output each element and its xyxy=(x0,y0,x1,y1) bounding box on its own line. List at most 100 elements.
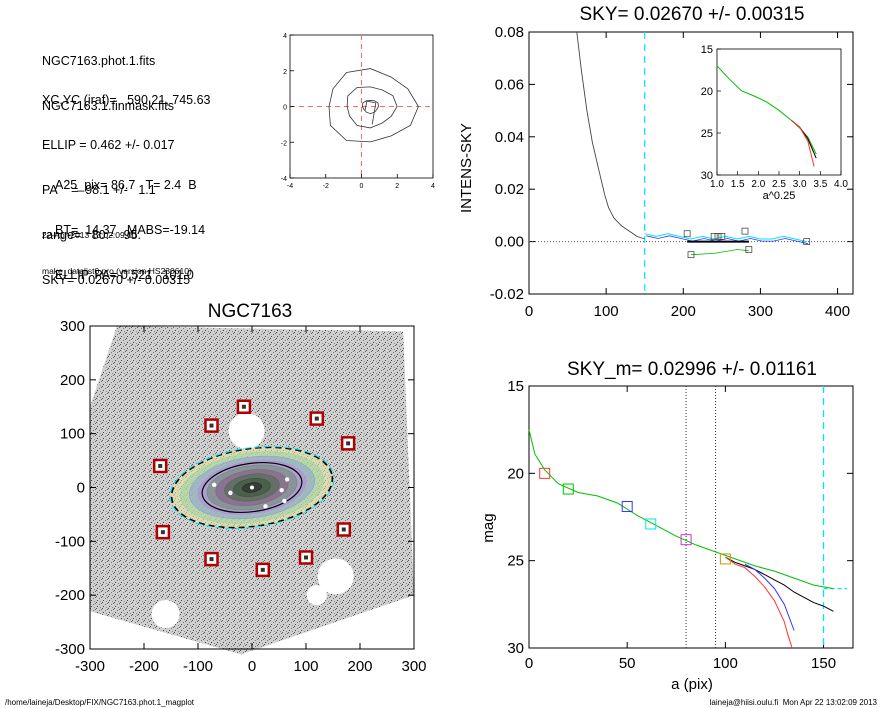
sky-xtick-label: 200 xyxy=(671,303,696,320)
mag-marker xyxy=(645,518,657,530)
sky-ytick-label: 0.02 xyxy=(495,181,524,198)
sky-marker xyxy=(745,246,753,253)
galaxy-ytick-label: 100 xyxy=(60,426,85,443)
galaxy-frame-top xyxy=(89,325,415,650)
mag-ytick-label: 15 xyxy=(507,378,524,395)
sky-step-line xyxy=(646,235,809,245)
sky-value: SKY= 0.02670 +/- 0.00315 xyxy=(42,273,191,287)
sky-marker xyxy=(683,230,691,238)
sky-marker xyxy=(741,227,749,235)
mag-series-line xyxy=(528,429,834,590)
fit-range: range= 80.- 95. xyxy=(42,228,142,242)
mag-marker xyxy=(719,553,731,565)
contour-xtick-label: -4 xyxy=(287,183,293,190)
mask-square-core xyxy=(241,404,246,409)
contour-ytick-label: 4 xyxy=(283,33,287,40)
mag-xtick-label: 0 xyxy=(525,655,533,672)
mag-series-line xyxy=(744,563,795,631)
contour-xtick-label: 2 xyxy=(395,183,399,190)
contour-line xyxy=(346,86,398,129)
sky-xtick-label: 100 xyxy=(594,303,619,320)
mag-xtick-label: 100 xyxy=(713,655,738,672)
galaxy-ytick-label: -300 xyxy=(55,641,85,658)
sky-frame xyxy=(528,31,854,295)
contour-plot: -4 -2 0 2 4 -4 -2 0 2 4 xyxy=(281,33,435,190)
galaxy-xtick-label: -200 xyxy=(129,658,159,675)
sky-step-line xyxy=(690,249,749,256)
mag-marker xyxy=(680,534,692,546)
sky-xtick-label: 0 xyxy=(525,303,533,320)
image-filename: NGC7163.phot.1.fits xyxy=(42,54,156,68)
contour-ytick-label: -2 xyxy=(281,140,287,147)
sky-ytick-label: -0.02 xyxy=(490,286,524,303)
sky-step-line xyxy=(644,233,807,243)
galaxy-ytick-label: 0 xyxy=(77,480,85,497)
mag-ytick-label: 25 xyxy=(507,553,524,570)
contour-ytick-label: -4 xyxy=(281,176,287,183)
mag-xtick-label: 50 xyxy=(619,655,636,672)
inset-xtick-label: 1.0 xyxy=(710,179,724,190)
mag-xlabel: a (pix) xyxy=(671,676,713,693)
mag-marker xyxy=(539,467,551,479)
galaxy-xtick-label: 100 xyxy=(293,658,318,675)
mask-square-core xyxy=(260,567,265,572)
star-dot xyxy=(263,504,268,509)
mag-xtick-label: 150 xyxy=(811,655,836,672)
sky-ellipse xyxy=(169,446,335,529)
run-info: 22-Apr-2013 13:02:09.00 make_datalist0.p… xyxy=(42,205,192,289)
mag-ytick-label: 30 xyxy=(507,640,524,657)
mask-square-core xyxy=(304,555,308,560)
fit-parameters: XC,YC (iraf)= 590.21, 745.63 ELLIP = 0.4… xyxy=(42,63,211,303)
galaxy-ytick-label: -200 xyxy=(55,587,85,604)
galaxy-xtick-label: 200 xyxy=(347,658,372,675)
galaxy-plot: NGC7163 -300 -200 -100 0 100 200 300 -300 -200 -1… xyxy=(55,301,427,675)
galaxy-ytick-label: 200 xyxy=(60,372,85,389)
mag-ytick-label: 20 xyxy=(507,465,524,482)
sky-ytick-label: 0.00 xyxy=(495,234,524,251)
masked-region xyxy=(317,558,354,595)
inset-ytick-label: 30 xyxy=(701,170,713,182)
mask-square-core xyxy=(209,557,214,562)
file-list: NGC7163.phot.1.fits NGC7163.1.finmask.fi… xyxy=(42,24,174,129)
inset-xtick-label: 2.5 xyxy=(772,179,786,190)
run-date: 22-Apr-2013 13:02:09.00 xyxy=(42,230,137,240)
bt-line: BT= 14.37 MABS=-19.14 xyxy=(55,223,206,237)
sky-ytick-label: 0.04 xyxy=(495,129,524,146)
ellip-pa-line: ELLIP, PA= 0.521 101.0 xyxy=(55,268,194,282)
sky-marker xyxy=(714,233,722,240)
mask-square-core xyxy=(314,416,319,421)
inset-xtick-label: 4.0 xyxy=(834,179,848,190)
center-coords: XC,YC (iraf)= 590.21, 745.63 xyxy=(42,93,211,107)
intensity-profile xyxy=(576,31,645,240)
masked-region xyxy=(228,412,265,449)
mag-marker xyxy=(621,501,633,513)
sky-plot: SKY= 0.02670 +/- 0.00315 INTENS-SKY 0 100… xyxy=(458,4,854,320)
mag-ylabel: mag xyxy=(480,513,497,542)
contour-line xyxy=(364,100,377,125)
a25-ellipse xyxy=(201,462,303,513)
galaxy-xtick-label: -100 xyxy=(183,658,213,675)
inset-xtick-label: 3.0 xyxy=(793,179,807,190)
mask-square-core xyxy=(158,463,163,468)
star-dot xyxy=(284,477,290,482)
mask-square-core xyxy=(160,530,165,535)
mag-series-line xyxy=(725,556,793,649)
photometry-results: A25_pix= 86.7 T= 2.4 B BT= 14.37 MABS=-1… xyxy=(55,148,205,298)
sky-ylabel: INTENS-SKY xyxy=(458,123,475,213)
galaxy-title: NGC7163 xyxy=(208,301,293,322)
star-dot xyxy=(282,498,287,504)
galaxy-nucleus xyxy=(250,485,254,490)
mask-square-core xyxy=(209,423,214,428)
contour-ytick-label: 0 xyxy=(283,105,287,112)
ellipticity: ELLIP = 0.462 +/- 0.017 xyxy=(42,138,175,152)
star-dot xyxy=(279,487,284,493)
inset-ytick-label: 20 xyxy=(701,86,713,98)
mask-square-core xyxy=(346,441,351,446)
masked-region xyxy=(306,585,327,606)
mag-series-line xyxy=(725,556,834,612)
footer-user: laineja@hiisi.oulu.fi Mon Apr 22 13:02:0… xyxy=(709,698,877,707)
mag-plot: SKY_m= 0.02996 +/- 0.01161 mag a (pix) 0… xyxy=(480,359,854,693)
star-dot xyxy=(228,490,233,496)
mask-square-core xyxy=(341,527,346,532)
outer-ellipse xyxy=(170,446,334,529)
